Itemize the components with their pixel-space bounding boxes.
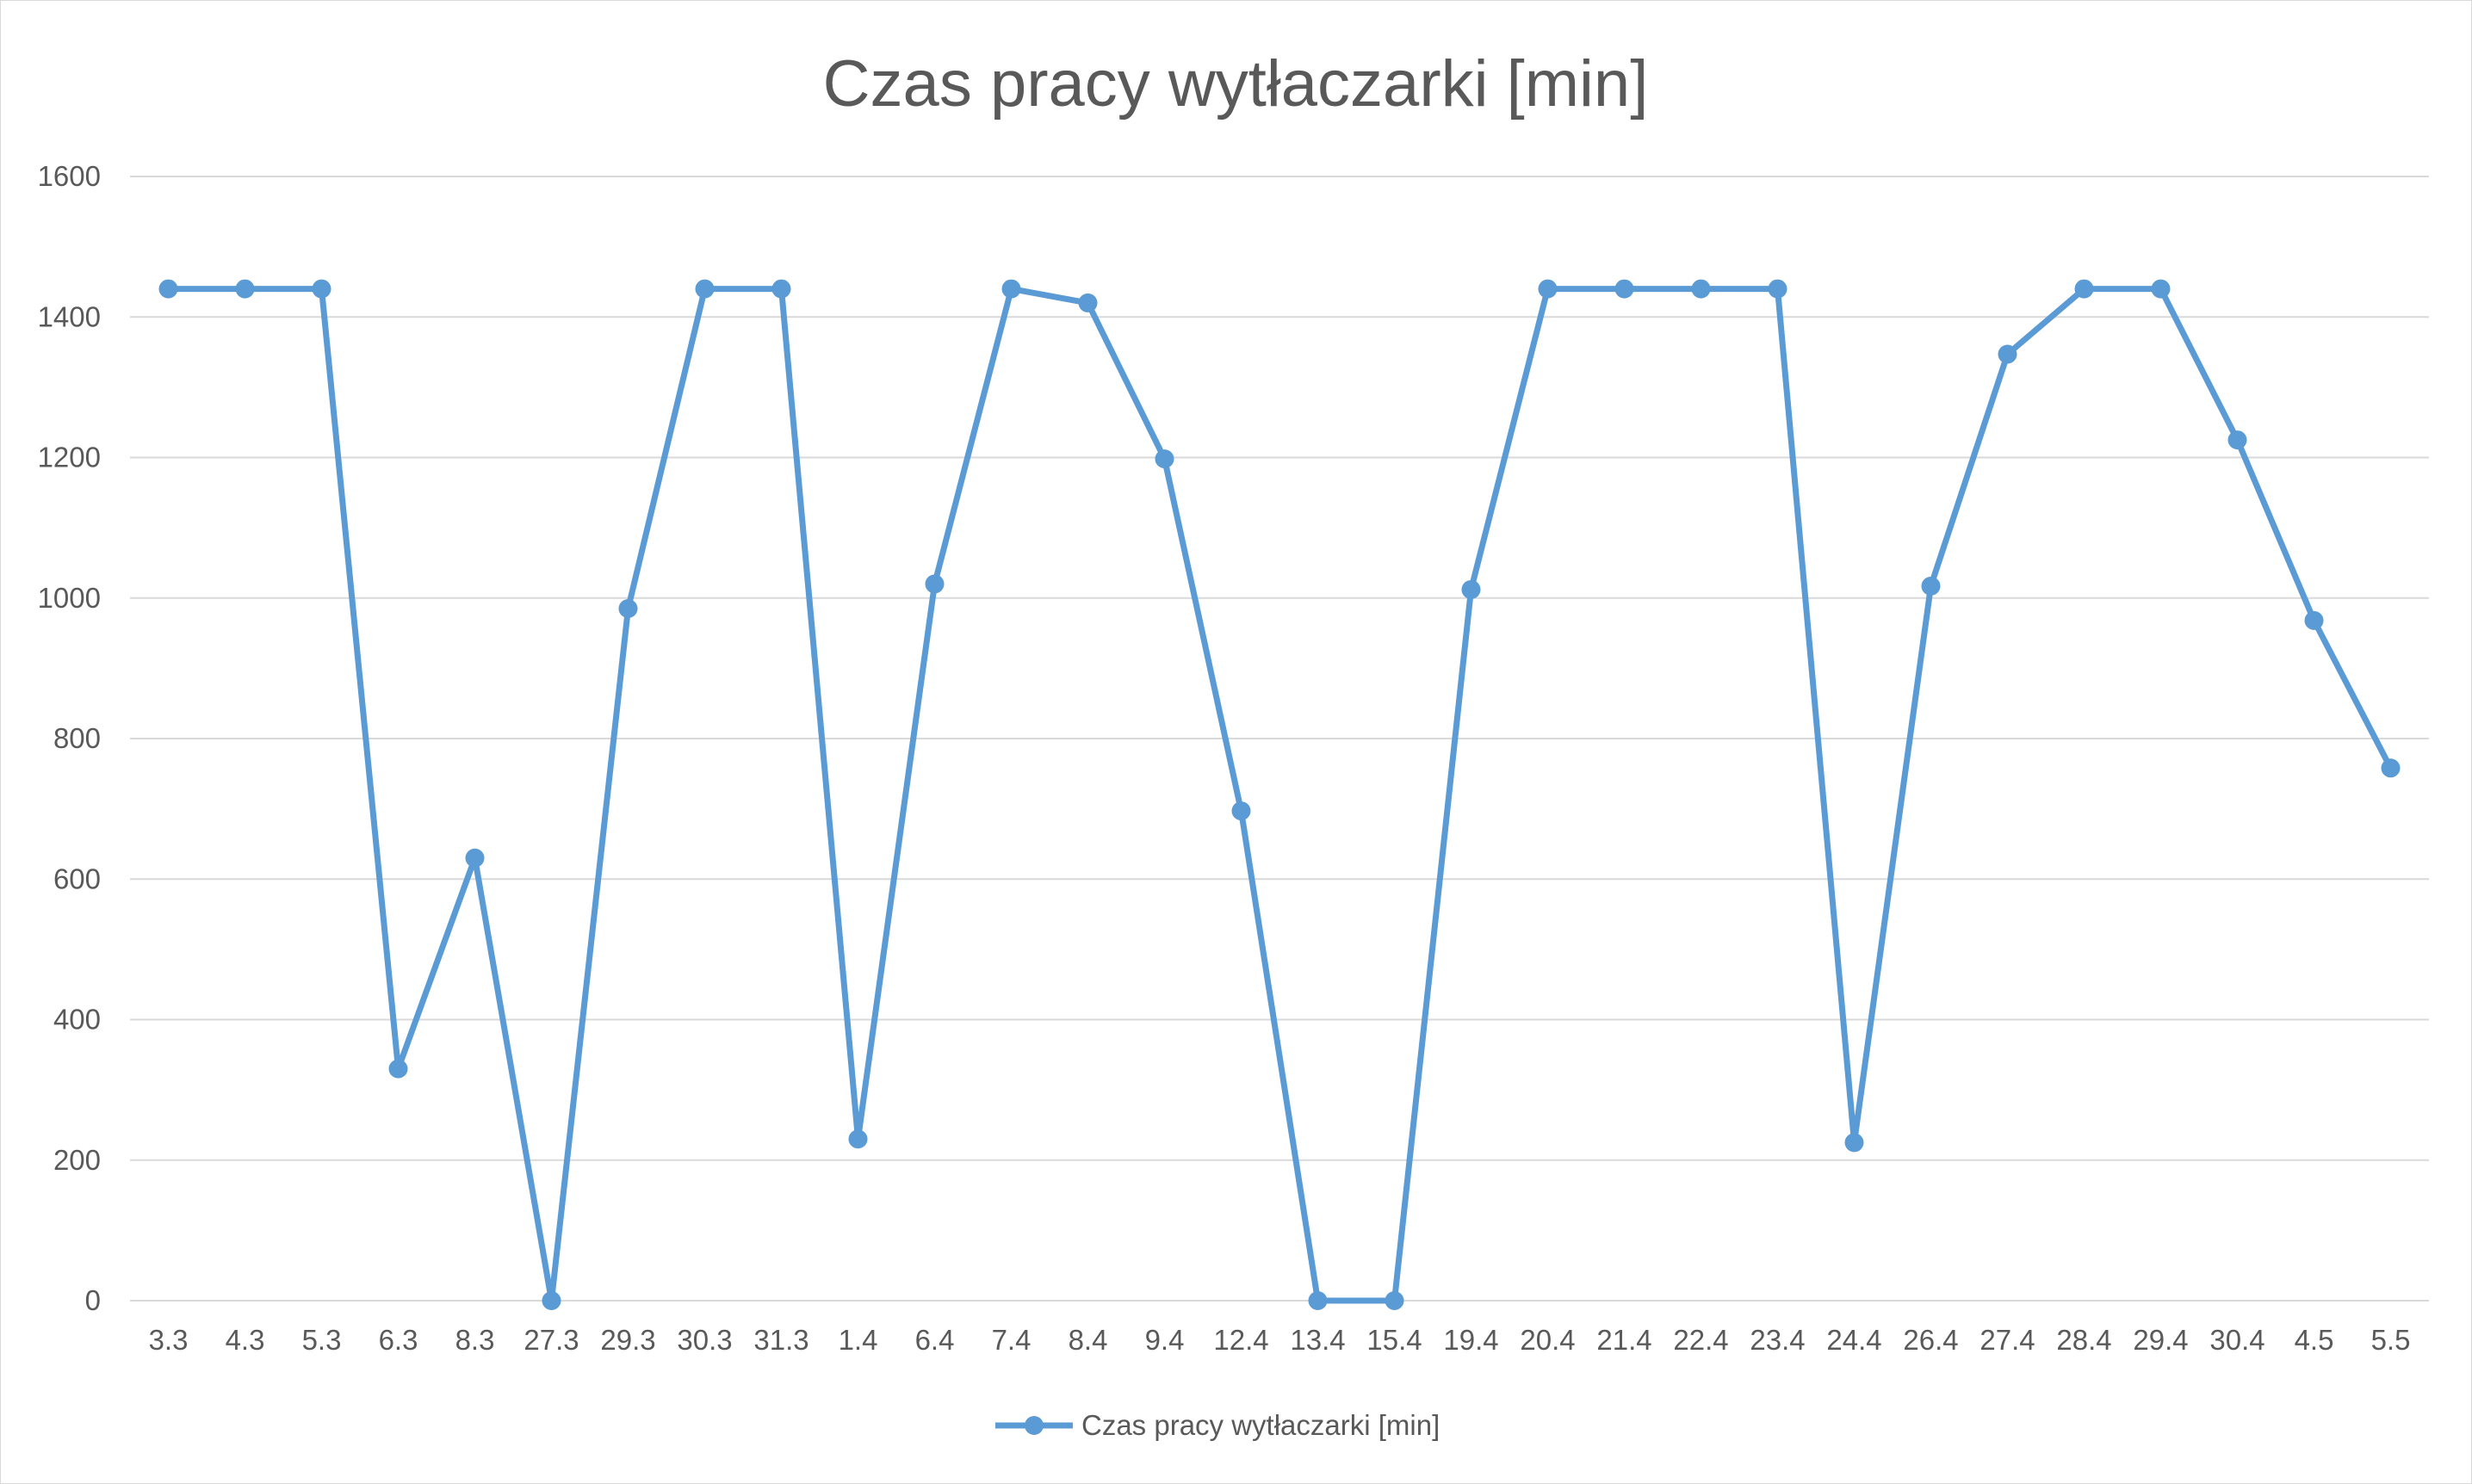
- x-tick-label: 24.4: [1826, 1324, 1881, 1356]
- x-tick-label: 21.4: [1596, 1324, 1651, 1356]
- data-point: [695, 279, 715, 299]
- data-point: [1844, 1133, 1864, 1153]
- x-tick-label: 13.4: [1290, 1324, 1345, 1356]
- x-tick-label: 8.4: [1069, 1324, 1108, 1356]
- data-point: [1614, 279, 1634, 299]
- data-point: [2074, 279, 2094, 299]
- x-tick-label: 30.4: [2209, 1324, 2264, 1356]
- data-point: [1768, 279, 1787, 299]
- data-point: [1231, 801, 1251, 821]
- x-tick-label: 19.4: [1443, 1324, 1498, 1356]
- x-tick-label: 29.3: [600, 1324, 655, 1356]
- data-point: [848, 1129, 868, 1149]
- x-tick-label: 26.4: [1903, 1324, 1958, 1356]
- data-point: [1921, 576, 1941, 596]
- x-tick-label: 5.3: [302, 1324, 342, 1356]
- x-tick-label: 8.3: [455, 1324, 495, 1356]
- x-tick-label: 22.4: [1673, 1324, 1728, 1356]
- y-tick-label: 1000: [38, 582, 101, 614]
- y-tick-label: 0: [85, 1284, 101, 1316]
- x-tick-label: 7.4: [992, 1324, 1032, 1356]
- x-tick-label: 5.5: [2371, 1324, 2411, 1356]
- x-tick-label: 4.5: [2295, 1324, 2334, 1356]
- data-point: [1001, 279, 1021, 299]
- x-tick-label: 30.3: [677, 1324, 732, 1356]
- data-point: [1538, 279, 1558, 299]
- y-tick-label: 600: [53, 863, 101, 894]
- legend-entry-label: Czas pracy wytłaczarki [min]: [1081, 1409, 1440, 1441]
- data-point: [1461, 579, 1481, 599]
- x-tick-label: 27.3: [524, 1324, 579, 1356]
- x-tick-label: 27.4: [1979, 1324, 2035, 1356]
- data-point: [1155, 449, 1174, 469]
- data-point: [312, 279, 331, 299]
- x-tick-label: 4.3: [226, 1324, 265, 1356]
- data-point: [465, 848, 485, 868]
- data-point: [542, 1291, 561, 1310]
- x-tick-label: 29.4: [2133, 1324, 2188, 1356]
- series-plot: [158, 279, 2401, 1310]
- y-axis: 0 200 400 600 800 1000 1200 1400 1600: [38, 160, 101, 1316]
- x-tick-label: 15.4: [1366, 1324, 1422, 1356]
- chart-title: Czas pracy wytłaczarki [min]: [823, 47, 1649, 121]
- data-point: [1998, 344, 2017, 364]
- x-tick-label: 31.3: [753, 1324, 809, 1356]
- y-tick-label: 1400: [38, 300, 101, 332]
- x-tick-label: 28.4: [2056, 1324, 2111, 1356]
- y-tick-label: 800: [53, 722, 101, 754]
- data-point: [771, 279, 791, 299]
- x-tick-label: 9.4: [1145, 1324, 1185, 1356]
- series-line: [165, 286, 2394, 1304]
- x-tick-label: 6.3: [379, 1324, 418, 1356]
- data-point: [2151, 279, 2171, 299]
- y-tick-label: 200: [53, 1144, 101, 1176]
- x-tick-label: 3.3: [149, 1324, 189, 1356]
- x-tick-label: 12.4: [1213, 1324, 1268, 1356]
- data-point: [158, 279, 178, 299]
- x-tick-label: 23.4: [1750, 1324, 1805, 1356]
- data-point: [1308, 1291, 1328, 1310]
- data-point: [388, 1059, 408, 1079]
- data-point: [618, 598, 638, 618]
- data-point: [235, 279, 255, 299]
- x-tick-label: 20.4: [1520, 1324, 1575, 1356]
- y-tick-label: 1600: [38, 160, 101, 192]
- y-tick-label: 400: [53, 1004, 101, 1036]
- gridlines: [130, 176, 2429, 1302]
- data-point: [925, 574, 945, 594]
- data-point: [2227, 430, 2247, 450]
- x-axis: 3.3 4.3 5.3 6.3 8.3 27.3 29.3 30.3 31.3 1.4 6.4 7.4…: [149, 1324, 2411, 1356]
- x-tick-label: 6.4: [915, 1324, 955, 1356]
- x-tick-label: 1.4: [839, 1324, 878, 1356]
- legend: Czas pracy wytłaczarki [min]: [995, 1409, 1440, 1441]
- data-point: [1691, 279, 1711, 299]
- data-point: [1078, 293, 1098, 312]
- y-tick-label: 1200: [38, 442, 101, 473]
- legend-marker-swatch: [1025, 1416, 1044, 1435]
- data-point: [2381, 758, 2401, 778]
- data-point: [1385, 1291, 1404, 1310]
- data-point: [2304, 610, 2324, 630]
